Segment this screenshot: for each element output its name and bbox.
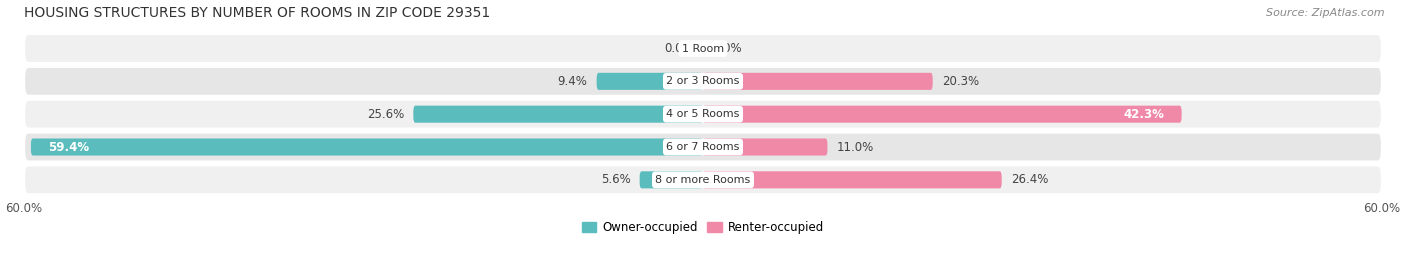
Text: 42.3%: 42.3%	[1123, 108, 1164, 121]
Text: 6 or 7 Rooms: 6 or 7 Rooms	[666, 142, 740, 152]
FancyBboxPatch shape	[24, 34, 1382, 63]
Text: 0.0%: 0.0%	[664, 42, 695, 55]
Text: 11.0%: 11.0%	[837, 140, 873, 154]
Legend: Owner-occupied, Renter-occupied: Owner-occupied, Renter-occupied	[578, 217, 828, 239]
Text: 4 or 5 Rooms: 4 or 5 Rooms	[666, 109, 740, 119]
Text: 20.3%: 20.3%	[942, 75, 979, 88]
FancyBboxPatch shape	[24, 67, 1382, 96]
FancyBboxPatch shape	[596, 73, 703, 90]
FancyBboxPatch shape	[31, 139, 703, 155]
FancyBboxPatch shape	[24, 133, 1382, 161]
FancyBboxPatch shape	[703, 106, 1181, 123]
Text: 1 Room: 1 Room	[682, 44, 724, 54]
Text: 59.4%: 59.4%	[48, 140, 89, 154]
FancyBboxPatch shape	[703, 73, 932, 90]
FancyBboxPatch shape	[640, 171, 703, 188]
FancyBboxPatch shape	[24, 100, 1382, 129]
FancyBboxPatch shape	[703, 139, 828, 155]
Text: HOUSING STRUCTURES BY NUMBER OF ROOMS IN ZIP CODE 29351: HOUSING STRUCTURES BY NUMBER OF ROOMS IN…	[24, 6, 491, 20]
FancyBboxPatch shape	[24, 165, 1382, 194]
Text: 9.4%: 9.4%	[558, 75, 588, 88]
Text: Source: ZipAtlas.com: Source: ZipAtlas.com	[1267, 8, 1385, 18]
Text: 2 or 3 Rooms: 2 or 3 Rooms	[666, 76, 740, 86]
Text: 26.4%: 26.4%	[1011, 173, 1047, 186]
FancyBboxPatch shape	[413, 106, 703, 123]
FancyBboxPatch shape	[703, 171, 1001, 188]
Text: 0.0%: 0.0%	[711, 42, 742, 55]
Text: 25.6%: 25.6%	[367, 108, 405, 121]
Text: 8 or more Rooms: 8 or more Rooms	[655, 175, 751, 185]
Text: 5.6%: 5.6%	[600, 173, 630, 186]
